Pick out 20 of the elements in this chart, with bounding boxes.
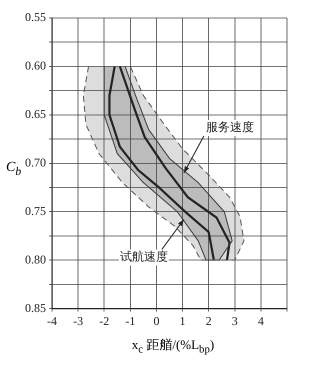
x-tick-label: -1 [125, 314, 136, 328]
x-tick-label: 1 [180, 314, 186, 328]
y-tick-label: 0.70 [25, 155, 46, 170]
x-tick-label: -2 [99, 314, 110, 328]
y-tick-label: 0.60 [25, 58, 46, 73]
x-tick-label: 0 [153, 314, 160, 328]
y-tick-label: 0.85 [25, 300, 46, 315]
y-axis-title: C$_{b}$ [6, 160, 22, 178]
x-axis-title: x$_{c}$ 距艏/(%L$_{bp}$) [130, 336, 216, 356]
y-tick-label: 0.65 [25, 107, 46, 122]
y-tick-label: 0.80 [25, 252, 46, 266]
x-tick-label: -4 [47, 314, 57, 328]
x-tick-label: 3 [232, 314, 238, 328]
x-tick-label: 4 [258, 314, 264, 328]
x-tick-label: 2 [206, 314, 212, 328]
y-tick-label: 0.55 [25, 10, 46, 24]
y-tick-label: 0.75 [25, 204, 46, 218]
x-tick-label: -3 [73, 314, 84, 328]
annotation: 试航速度 [120, 250, 168, 264]
annotation: 服务速度 [206, 120, 254, 134]
